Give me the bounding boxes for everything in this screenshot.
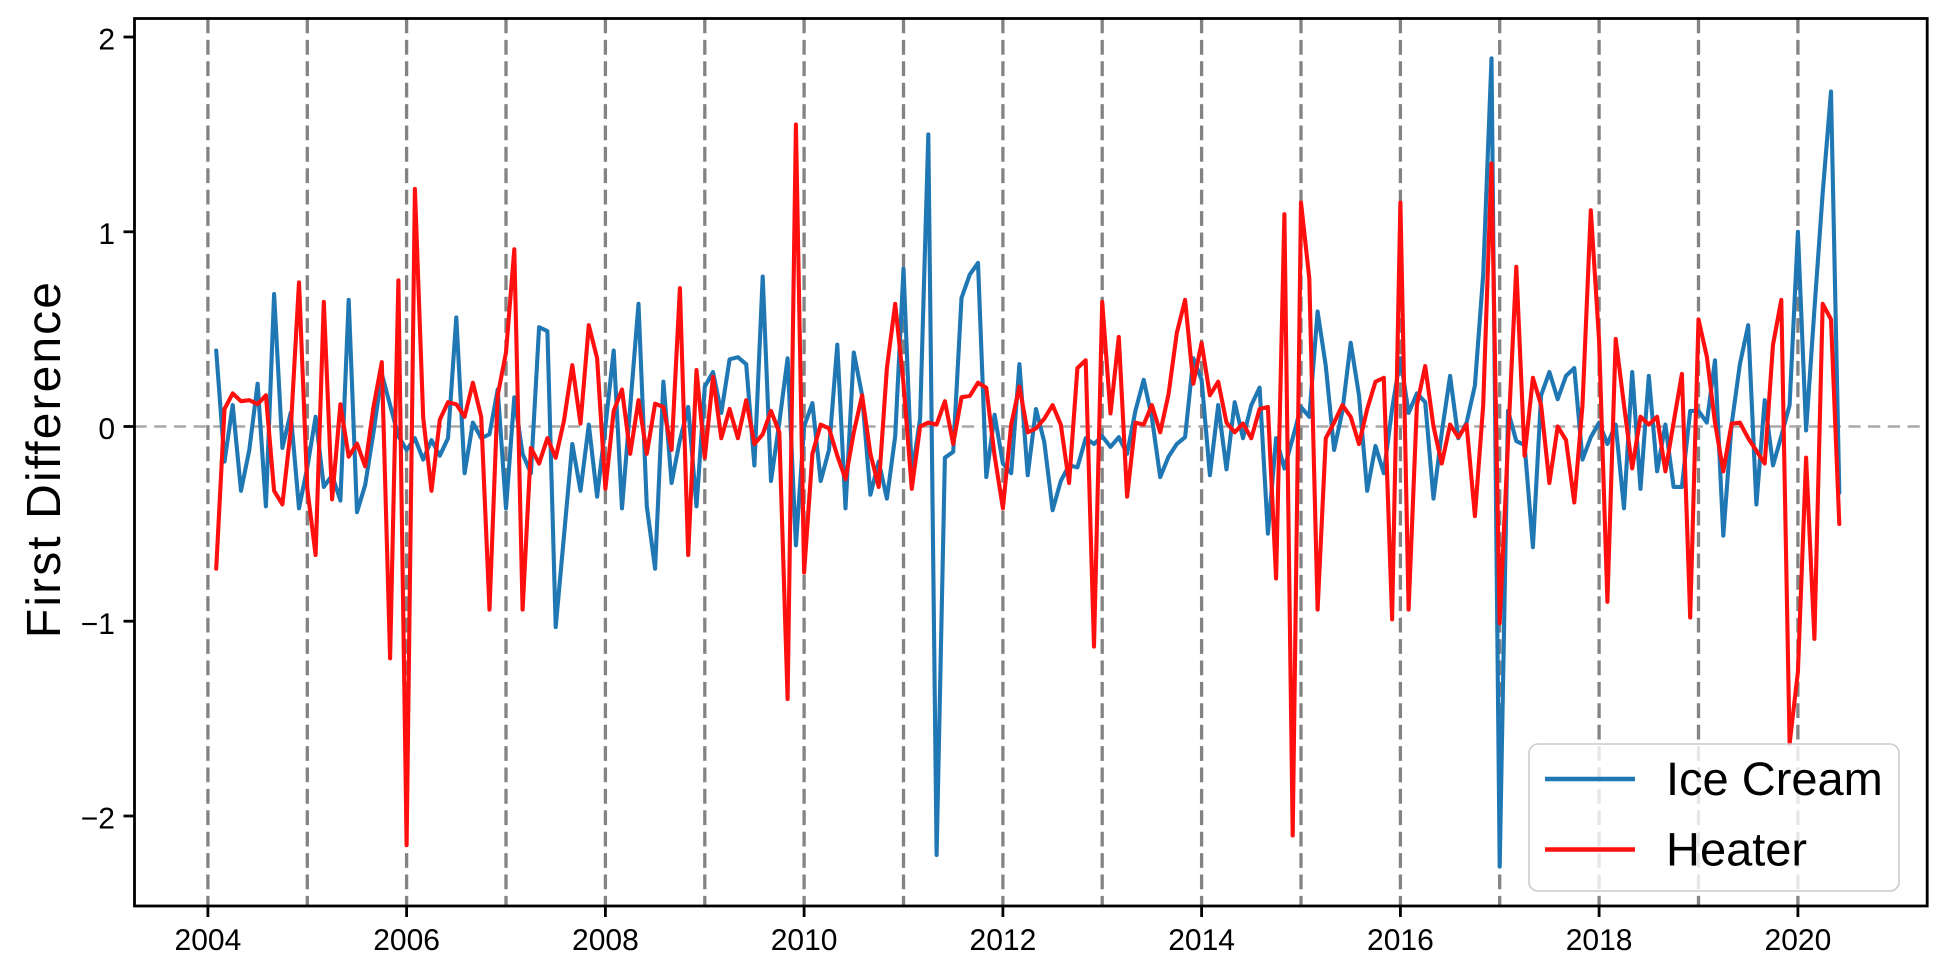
svg-text:Ice Cream: Ice Cream xyxy=(1666,752,1883,805)
svg-text:0: 0 xyxy=(98,413,115,446)
svg-text:2010: 2010 xyxy=(771,924,838,957)
svg-text:2006: 2006 xyxy=(373,924,440,957)
svg-text:−2: −2 xyxy=(81,803,115,836)
svg-text:Heater: Heater xyxy=(1666,823,1807,876)
svg-text:−1: −1 xyxy=(81,608,115,641)
svg-text:2004: 2004 xyxy=(175,924,242,957)
svg-text:2014: 2014 xyxy=(1168,924,1235,957)
svg-text:1: 1 xyxy=(98,218,115,251)
svg-text:2: 2 xyxy=(98,24,115,57)
svg-text:First Difference: First Difference xyxy=(18,280,71,638)
svg-text:2018: 2018 xyxy=(1566,924,1633,957)
svg-text:2016: 2016 xyxy=(1367,924,1434,957)
svg-text:2008: 2008 xyxy=(572,924,639,957)
svg-text:2012: 2012 xyxy=(970,924,1037,957)
svg-text:2020: 2020 xyxy=(1765,924,1832,957)
